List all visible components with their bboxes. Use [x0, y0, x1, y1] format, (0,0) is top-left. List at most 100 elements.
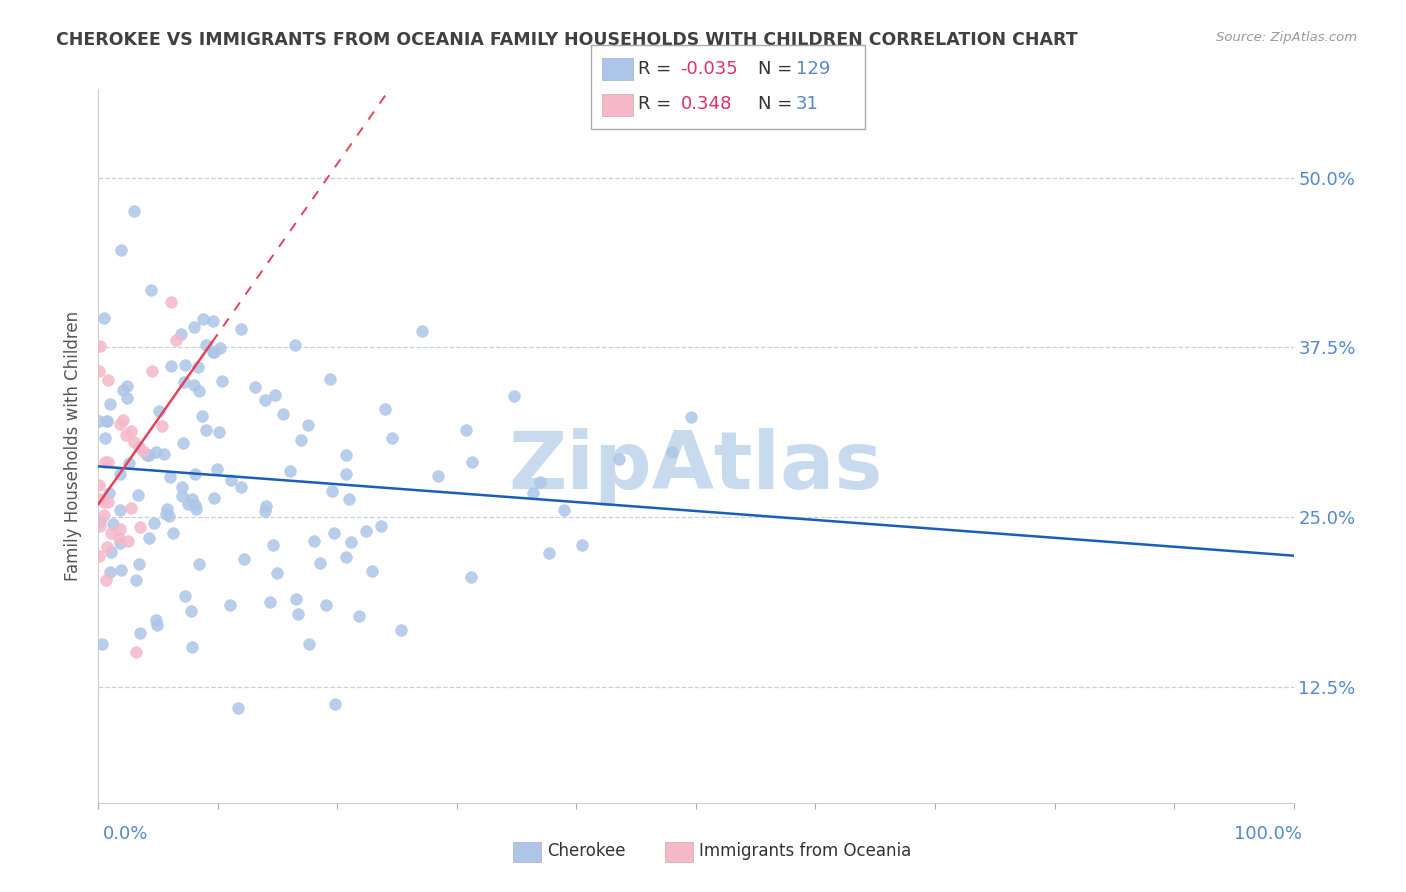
Point	[287, 607, 309, 622]
Text: ZipAtlas: ZipAtlas	[509, 428, 883, 507]
Point	[100, 545, 122, 559]
Point	[157, 508, 180, 523]
Point	[347, 609, 370, 624]
Point	[232, 552, 254, 566]
Point	[141, 283, 163, 297]
Point	[110, 243, 132, 257]
Point	[243, 379, 266, 393]
Point	[129, 520, 152, 534]
Point	[319, 372, 342, 386]
Point	[110, 536, 132, 550]
Point	[461, 455, 484, 469]
Text: -0.035: -0.035	[681, 60, 738, 78]
Point	[191, 409, 214, 423]
Point	[89, 339, 111, 353]
Text: 100.0%: 100.0%	[1234, 825, 1302, 843]
Point	[184, 467, 207, 482]
Point	[120, 500, 142, 515]
Point	[128, 440, 150, 454]
Point	[290, 433, 312, 447]
Point	[159, 359, 181, 374]
Point	[180, 604, 202, 618]
Point	[354, 524, 377, 538]
Point	[361, 564, 384, 578]
Point	[96, 414, 118, 428]
Point	[266, 566, 288, 580]
Point	[97, 455, 120, 469]
Point	[370, 518, 392, 533]
Point	[87, 549, 110, 563]
Point	[254, 504, 277, 518]
Point	[202, 314, 225, 328]
Point	[426, 468, 449, 483]
Point	[100, 526, 122, 541]
Point	[115, 378, 138, 392]
Point	[221, 473, 243, 487]
Point	[259, 595, 281, 609]
Text: CHEROKEE VS IMMIGRANTS FROM OCEANIA FAMILY HOUSEHOLDS WITH CHILDREN CORRELATION : CHEROKEE VS IMMIGRANTS FROM OCEANIA FAMI…	[56, 31, 1078, 49]
Point	[112, 383, 135, 397]
Point	[155, 507, 177, 521]
Point	[136, 448, 159, 462]
Point	[205, 462, 228, 476]
Point	[284, 337, 307, 351]
Point	[195, 338, 218, 352]
Point	[321, 484, 343, 499]
Point	[89, 514, 111, 528]
Text: N =: N =	[758, 60, 792, 78]
Point	[115, 428, 138, 442]
Point	[87, 414, 110, 428]
Point	[96, 414, 118, 428]
Text: R =: R =	[638, 95, 672, 113]
Point	[122, 203, 145, 218]
Text: Source: ZipAtlas.com: Source: ZipAtlas.com	[1216, 31, 1357, 45]
Point	[165, 333, 187, 347]
Point	[522, 486, 544, 500]
Point	[503, 389, 526, 403]
Point	[337, 492, 360, 507]
Text: Immigrants from Oceania: Immigrants from Oceania	[699, 842, 911, 860]
Point	[142, 516, 165, 530]
Text: 129: 129	[796, 60, 830, 78]
Point	[374, 401, 396, 416]
Point	[97, 495, 120, 509]
Point	[117, 391, 139, 405]
Point	[94, 573, 117, 587]
Point	[94, 455, 117, 469]
Point	[202, 491, 225, 505]
Point	[183, 319, 205, 334]
Point	[177, 496, 200, 510]
Point	[146, 617, 169, 632]
Point	[180, 491, 202, 506]
Point	[97, 373, 120, 387]
Point	[170, 326, 193, 341]
Point	[219, 599, 242, 613]
Point	[111, 413, 134, 427]
Point	[174, 358, 197, 372]
Point	[108, 522, 131, 536]
Point	[273, 407, 295, 421]
Y-axis label: Family Households with Children: Family Households with Children	[63, 311, 82, 581]
Point	[125, 574, 148, 588]
Point	[195, 424, 218, 438]
Point	[138, 532, 160, 546]
Point	[89, 492, 111, 507]
Point	[229, 480, 252, 494]
Text: 0.0%: 0.0%	[103, 825, 148, 843]
Point	[159, 470, 181, 484]
Point	[529, 475, 551, 489]
Point	[226, 701, 249, 715]
Point	[207, 425, 229, 439]
Point	[141, 364, 163, 378]
Point	[132, 443, 155, 458]
Point	[110, 503, 132, 517]
Point	[389, 623, 412, 637]
Point	[91, 637, 114, 651]
Point	[187, 359, 209, 374]
Point	[120, 424, 142, 438]
Point	[172, 435, 194, 450]
Point	[93, 310, 115, 325]
Point	[335, 550, 357, 565]
Point	[254, 499, 277, 513]
Point	[202, 345, 225, 359]
